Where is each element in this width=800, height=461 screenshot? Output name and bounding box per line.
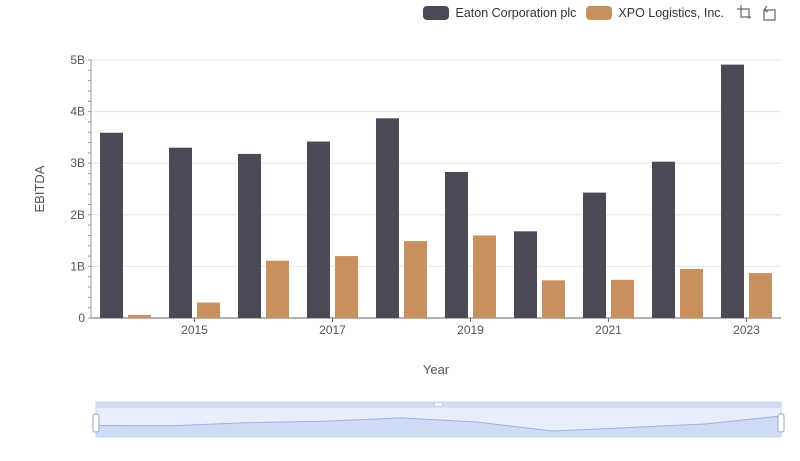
y-tick-label: 1B bbox=[70, 259, 85, 273]
x-axis: 2015 2017 2019 2021 2023 bbox=[91, 317, 781, 337]
data-zoom-slider[interactable] bbox=[92, 401, 785, 438]
bar-eaton-2014[interactable] bbox=[100, 132, 123, 318]
bar-xpo-2016[interactable] bbox=[266, 260, 289, 318]
zoom-move-handle[interactable] bbox=[434, 402, 443, 407]
bar-eaton-2021[interactable] bbox=[583, 192, 606, 318]
legend-item-eaton[interactable]: Eaton Corporation plc bbox=[423, 6, 576, 20]
bar-eaton-2022[interactable] bbox=[652, 161, 675, 318]
legend-label-xpo: XPO Logistics, Inc. bbox=[618, 6, 724, 20]
bar-eaton-2023[interactable] bbox=[721, 64, 744, 318]
restore-icon[interactable] bbox=[760, 4, 778, 22]
bar-xpo-2022[interactable] bbox=[680, 268, 703, 318]
x-axis-label: Year bbox=[423, 362, 450, 377]
y-tick-label: 2B bbox=[70, 208, 85, 222]
bar-xpo-2014[interactable] bbox=[128, 314, 151, 318]
bar-xpo-2023[interactable] bbox=[749, 273, 772, 318]
zoom-handle-right[interactable] bbox=[777, 413, 785, 433]
bar-eaton-2015[interactable] bbox=[169, 147, 192, 318]
zoom-handle-left[interactable] bbox=[92, 413, 100, 433]
x-tick-label: 2015 bbox=[181, 323, 208, 337]
y-axis-label: EBITDA bbox=[32, 165, 47, 212]
y-tick-label: 0 bbox=[78, 311, 85, 325]
bars bbox=[100, 64, 772, 318]
x-tick-label: 2017 bbox=[319, 323, 346, 337]
legend-swatch-eaton bbox=[423, 6, 450, 20]
y-tick-label: 4B bbox=[70, 105, 85, 119]
bar-xpo-2018[interactable] bbox=[404, 241, 427, 318]
bar-eaton-2020[interactable] bbox=[514, 231, 537, 318]
x-tick-label: 2019 bbox=[457, 323, 484, 337]
zoom-overview-line bbox=[95, 415, 782, 432]
bar-xpo-2017[interactable] bbox=[335, 256, 358, 318]
bar-xpo-2020[interactable] bbox=[542, 280, 565, 318]
x-tick-label: 2021 bbox=[595, 323, 622, 337]
bar-eaton-2018[interactable] bbox=[376, 118, 399, 318]
legend-item-xpo[interactable]: XPO Logistics, Inc. bbox=[586, 6, 724, 20]
bar-eaton-2016[interactable] bbox=[238, 153, 261, 318]
y-axis: 0 1B 2B 3B 4B 5B bbox=[70, 53, 92, 325]
legend-swatch-xpo bbox=[586, 6, 613, 20]
bar-xpo-2021[interactable] bbox=[611, 279, 634, 318]
legend: Eaton Corporation plc XPO Logistics, Inc… bbox=[423, 4, 778, 22]
toolbox bbox=[736, 4, 778, 22]
bar-eaton-2017[interactable] bbox=[307, 141, 330, 318]
zoom-overview-area bbox=[96, 416, 781, 437]
y-tick-label: 5B bbox=[70, 53, 85, 67]
bar-eaton-2019[interactable] bbox=[445, 171, 468, 318]
bar-xpo-2019[interactable] bbox=[473, 235, 496, 318]
y-tick-label: 3B bbox=[70, 156, 85, 170]
zoom-icon[interactable] bbox=[736, 4, 754, 22]
bar-xpo-2015[interactable] bbox=[197, 302, 220, 318]
x-tick-label: 2023 bbox=[733, 323, 760, 337]
legend-label-eaton: Eaton Corporation plc bbox=[455, 6, 577, 20]
grid-lines bbox=[91, 59, 781, 319]
